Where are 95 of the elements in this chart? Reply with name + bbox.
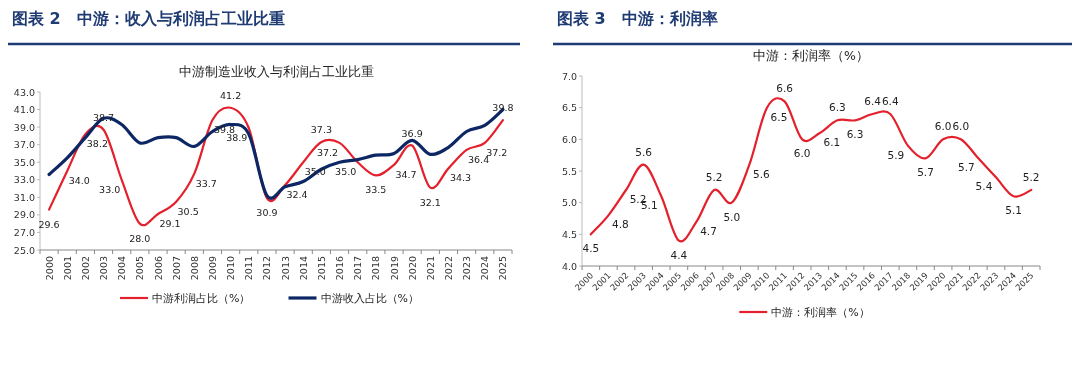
data-label: 41.2 xyxy=(220,89,242,101)
data-label: 5.0 xyxy=(723,210,741,223)
x-tick-label: 2025 xyxy=(497,256,509,281)
data-label: 28.0 xyxy=(129,232,151,244)
data-label: 4.4 xyxy=(670,248,688,261)
x-tick-label: 2010 xyxy=(225,256,237,281)
x-tick-label: 2024 xyxy=(479,256,491,281)
x-tick-label: 2001 xyxy=(61,256,73,281)
data-label: 5.2 xyxy=(705,171,723,183)
data-label: 36.4 xyxy=(468,153,490,165)
data-label: 33.5 xyxy=(365,184,387,196)
data-label: 29.1 xyxy=(159,218,181,230)
data-label: 39.8 xyxy=(492,102,514,114)
y-tick-label: 31.0 xyxy=(13,191,35,203)
x-tick-label: 2021 xyxy=(424,256,436,281)
x-tick-label: 2005 xyxy=(134,256,146,281)
data-label: 4.7 xyxy=(700,224,717,237)
y-tick-label: 33.0 xyxy=(13,174,35,186)
x-tick-label: 2018 xyxy=(370,256,382,281)
y-tick-label: 4.5 xyxy=(561,228,577,240)
chart-title: 图表 2 中游：收入与利润占工业比重 xyxy=(12,9,285,28)
chart-subtitle: 中游：利润率（%） xyxy=(753,48,869,63)
y-tick-label: 43.0 xyxy=(13,86,35,98)
y-tick-label: 6.5 xyxy=(561,102,577,114)
data-label: 32.1 xyxy=(419,196,441,208)
data-label: 32.4 xyxy=(286,189,308,201)
y-tick-label: 29.0 xyxy=(13,209,35,221)
x-tick-label: 2016 xyxy=(334,256,346,281)
legend-label: 中游：利润率（%） xyxy=(771,306,870,319)
y-tick-label: 5.5 xyxy=(561,165,577,177)
data-label: 30.5 xyxy=(177,205,199,217)
x-tick-label: 2015 xyxy=(315,256,327,281)
data-label: 36.9 xyxy=(401,127,423,139)
data-label: 5.2 xyxy=(1022,171,1040,183)
y-tick-label: 4.0 xyxy=(561,260,577,272)
data-label: 37.2 xyxy=(316,146,339,158)
y-tick-label: 39.0 xyxy=(13,121,35,133)
x-tick-label: 2022 xyxy=(442,256,454,281)
x-tick-label: 2003 xyxy=(98,256,110,281)
data-label: 30.9 xyxy=(256,207,278,219)
x-tick-label: 2004 xyxy=(116,256,128,281)
y-tick-label: 35.0 xyxy=(13,156,35,168)
data-label: 34.7 xyxy=(395,168,417,180)
x-tick-label: 2008 xyxy=(188,256,200,281)
data-label: 5.7 xyxy=(957,161,975,174)
y-tick-label: 7.0 xyxy=(561,70,577,82)
y-tick-label: 41.0 xyxy=(13,104,35,116)
data-label: 37.3 xyxy=(310,124,332,136)
data-label: 5.6 xyxy=(635,145,653,158)
x-tick-label: 2019 xyxy=(388,256,400,281)
y-tick-label: 37.0 xyxy=(13,139,35,151)
x-tick-label: 2020 xyxy=(406,256,418,281)
data-label: 4.5 xyxy=(582,242,600,255)
data-label: 6.0 xyxy=(934,120,952,133)
x-tick-label: 2014 xyxy=(297,256,309,281)
x-tick-label: 2006 xyxy=(152,256,164,281)
y-tick-label: 27.0 xyxy=(13,226,35,238)
data-label: 6.0 xyxy=(952,120,970,133)
data-label: 6.3 xyxy=(829,101,846,114)
data-label: 6.4 xyxy=(864,95,882,107)
x-tick-label: 2002 xyxy=(79,256,91,281)
x-tick-label: 2023 xyxy=(461,256,473,281)
data-label: 34.0 xyxy=(68,175,90,186)
data-label: 6.1 xyxy=(823,136,841,148)
data-label: 34.3 xyxy=(449,172,472,184)
chart-title: 图表 3 中游：利润率 xyxy=(557,9,718,28)
x-tick-label: 2012 xyxy=(261,256,273,281)
data-label: 4.8 xyxy=(612,218,629,231)
data-label: 5.7 xyxy=(917,166,934,179)
x-tick-label: 2000 xyxy=(43,256,55,281)
data-label: 33.7 xyxy=(195,177,217,189)
data-label: 6.6 xyxy=(776,82,794,95)
legend-label: 中游利润占比（%） xyxy=(152,292,251,305)
data-label: 6.0 xyxy=(793,147,811,160)
x-tick-label: 2009 xyxy=(206,256,218,281)
data-label: 38.2 xyxy=(86,138,108,150)
y-tick-label: 25.0 xyxy=(13,244,35,256)
data-label: 6.3 xyxy=(846,128,864,141)
data-label: 6.4 xyxy=(881,95,899,107)
data-label: 6.5 xyxy=(770,110,788,123)
data-label: 29.6 xyxy=(38,218,60,230)
data-label: 5.4 xyxy=(975,180,993,193)
x-tick-label: 2011 xyxy=(243,256,255,281)
data-label: 35.0 xyxy=(335,166,357,178)
x-tick-label: 2017 xyxy=(352,256,364,281)
y-tick-label: 5.0 xyxy=(561,197,577,209)
data-label: 5.1 xyxy=(1005,204,1022,217)
data-label: 33.0 xyxy=(99,183,121,195)
y-tick-label: 6.0 xyxy=(561,133,577,145)
data-label: 5.9 xyxy=(887,148,905,161)
x-tick-label: 2007 xyxy=(170,256,182,281)
legend-label: 中游收入占比（%） xyxy=(320,292,419,305)
chart-subtitle: 中游制造业收入与利润占工业比重 xyxy=(178,64,374,79)
data-label: 5.6 xyxy=(752,167,771,180)
x-tick-label: 2013 xyxy=(279,256,291,281)
